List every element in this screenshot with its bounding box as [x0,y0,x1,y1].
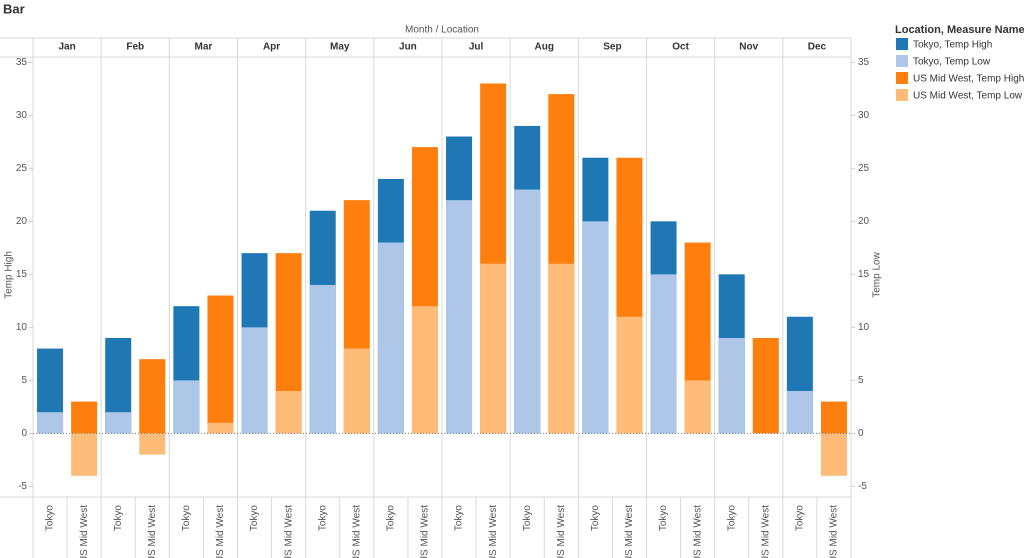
x-tick-label: Tokyo [522,505,533,532]
bar [820,433,847,476]
y2-tick-label: -5 [858,481,867,492]
y-tick-label: 15 [16,269,28,280]
bar [207,422,234,434]
bar [582,221,609,434]
bar [139,359,166,434]
legend-label: Tokyo, Temp High [913,40,992,51]
x-tick-label: US Mid West [215,505,226,558]
y2-tick-label: 35 [858,57,870,68]
bar [820,401,847,434]
y-tick-label: 20 [16,216,28,227]
legend-swatch [896,55,908,67]
y2-tick-label: 20 [858,216,870,227]
month-header: Nov [739,42,758,53]
bar [752,337,779,434]
y2-tick-label: 25 [858,163,870,174]
bar [548,263,575,434]
legend-swatch [896,89,908,101]
y-tick-label: 10 [16,322,28,333]
y2-tick-label: 5 [858,375,864,386]
x-tick-label: Tokyo [181,505,192,532]
x-tick-label: Tokyo [795,505,806,532]
y2-tick-label: 30 [858,110,870,121]
x-tick-label: US Mid West [420,505,431,558]
y2-tick-label: 15 [858,269,870,280]
bar [343,348,370,434]
x-tick-label: US Mid West [147,505,158,558]
bar [309,284,336,434]
legend-swatch [896,72,908,84]
legend-swatch [896,38,908,50]
y2-tick-label: 10 [858,322,870,333]
x-tick-label: Tokyo [317,505,328,532]
x-tick-label: Tokyo [454,505,465,532]
bar [514,189,541,434]
y2-axis-title: Temp Low [872,251,883,297]
y-tick-label: 30 [16,110,28,121]
x-tick-label: US Mid West [624,505,635,558]
x-tick-label: Tokyo [113,505,124,532]
bar [71,433,98,476]
legend-label: US Mid West, Temp High [913,74,1024,85]
bar [37,412,64,434]
month-header: May [330,42,350,53]
bar [480,263,507,434]
x-tick-label: US Mid West [283,505,294,558]
month-header: Dec [808,42,827,53]
y2-tick-label: 0 [858,428,864,439]
x-tick-label: Tokyo [658,505,669,532]
bar [139,433,166,455]
bar [650,274,677,434]
bar [718,337,745,434]
x-tick-label: US Mid West [760,505,771,558]
legend-label: Tokyo, Temp Low [913,57,991,68]
bar [71,401,98,434]
month-header: Apr [263,42,280,53]
bar [377,242,404,434]
y-axis-title: Temp High [4,251,15,299]
x-tick-label: Tokyo [249,505,260,532]
month-header: Jun [399,42,417,53]
y-tick-label: -5 [18,481,27,492]
y-tick-label: 0 [21,428,27,439]
bar [105,412,132,434]
y-tick-label: 5 [21,375,27,386]
x-tick-label: US Mid West [79,505,90,558]
x-tick-label: Tokyo [45,505,56,532]
x-tick-label: US Mid West [692,505,703,558]
y-tick-label: 35 [16,57,28,68]
month-header: Sep [603,42,621,53]
x-tick-label: Tokyo [590,505,601,532]
legend-label: US Mid West, Temp Low [913,91,1023,102]
x-tick-label: US Mid West [488,505,499,558]
month-header: Jul [469,42,484,53]
x-tick-label: Tokyo [386,505,397,532]
month-header: Mar [195,42,213,53]
x-tick-label: Tokyo [726,505,737,532]
x-tick-label: US Mid West [829,505,840,558]
month-header: Oct [672,42,689,53]
chart-title: Bar [3,1,25,16]
bar [275,390,302,434]
x-axis-title: Month / Location [405,25,479,36]
bar [786,390,813,434]
bar [173,380,200,434]
bar [241,327,268,434]
month-header: Feb [126,42,144,53]
month-header: Jan [58,42,75,53]
legend-title: Location, Measure Names [895,24,1024,36]
bar [411,306,438,434]
bar [616,316,643,434]
bar [446,200,473,434]
month-header: Aug [535,42,554,53]
x-tick-label: US Mid West [351,505,362,558]
x-tick-label: US Mid West [556,505,567,558]
y-tick-label: 25 [16,163,28,174]
bar [207,295,234,434]
bar [684,380,711,434]
